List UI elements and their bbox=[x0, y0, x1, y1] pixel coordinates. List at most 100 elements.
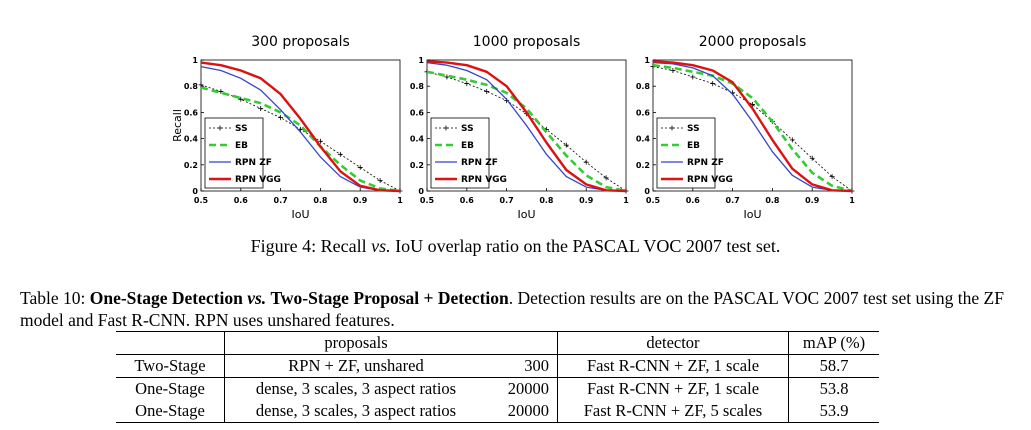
series-line-rpn-zf bbox=[426, 61, 627, 192]
ss-point bbox=[583, 159, 589, 165]
ss-point bbox=[484, 88, 490, 94]
x-axis-label: IoU bbox=[517, 208, 535, 221]
x-tick-label: 0.6 bbox=[234, 196, 249, 205]
series-line-ss bbox=[652, 66, 853, 192]
table-row: Two-Stage RPN + ZF, unshared 300 Fast R-… bbox=[116, 354, 879, 378]
row-method: One-Stage bbox=[116, 400, 225, 423]
ss-point bbox=[690, 74, 696, 80]
legend-marker bbox=[217, 125, 223, 131]
x-axis-label: IoU bbox=[743, 208, 761, 221]
y-tick-label: 0.6 bbox=[410, 108, 425, 117]
legend-marker bbox=[443, 125, 449, 131]
series-line-eb bbox=[200, 86, 401, 193]
results-table: proposals detector mAP (%) Two-Stage RPN… bbox=[116, 331, 879, 423]
y-tick-label: 0.8 bbox=[410, 82, 425, 91]
y-tick-label: 0.2 bbox=[636, 161, 650, 170]
legend-label: EB bbox=[235, 141, 248, 151]
x-tick-label: 0.8 bbox=[313, 196, 328, 205]
row-detector: Fast R-CNN + ZF, 5 scales bbox=[557, 400, 789, 423]
header-num bbox=[487, 331, 558, 355]
table-row: One-Stage dense, 3 scales, 3 aspect rati… bbox=[116, 400, 879, 423]
plot-frame bbox=[652, 59, 853, 192]
row-map: 58.7 bbox=[819, 356, 849, 375]
legend-label: EB bbox=[687, 141, 700, 151]
y-tick-label: 0.4 bbox=[410, 135, 425, 144]
y-tick-label: 0 bbox=[644, 187, 650, 196]
series-line-eb bbox=[652, 63, 853, 193]
ss-point bbox=[563, 142, 569, 148]
legend-label: RPN VGG bbox=[235, 175, 281, 185]
table-caption-bold-2: Two-Stage Proposal + Detection bbox=[270, 288, 509, 308]
x-tick-label: 0.7 bbox=[726, 196, 740, 205]
y-tick-label: 1 bbox=[192, 56, 198, 65]
ss-point bbox=[317, 138, 323, 144]
x-tick-label: 0.8 bbox=[539, 196, 554, 205]
x-tick-label: 0.6 bbox=[686, 196, 701, 205]
recall-charts: 300 proposals 0.5 0.6 0.7 0.8 0.9 1 0 0.2 0.4 0.6 0… bbox=[171, 34, 855, 221]
series-line-eb bbox=[426, 70, 627, 193]
ss-point bbox=[789, 137, 795, 143]
legend-box bbox=[656, 117, 716, 189]
y-tick-label: 0.4 bbox=[184, 135, 199, 144]
legend-label: SS bbox=[461, 124, 474, 134]
plot-title: 1000 proposals bbox=[473, 34, 581, 50]
series-line-rpn-vgg bbox=[652, 60, 853, 193]
recall-iou-figure: 300 proposals 0.5 0.6 0.7 0.8 0.9 1 0 0.2 0.4 0.6 0… bbox=[171, 34, 855, 221]
y-tick-label: 0.8 bbox=[184, 82, 199, 91]
y-tick-label: 0.6 bbox=[636, 108, 651, 117]
row-method: Two-Stage bbox=[116, 354, 225, 378]
x-tick-label: 0.7 bbox=[274, 196, 288, 205]
y-tick-label: 0.4 bbox=[636, 135, 651, 144]
legend-box bbox=[204, 117, 264, 189]
table-caption-label: Table 10: bbox=[20, 288, 86, 308]
ss-point bbox=[829, 174, 835, 180]
ss-point bbox=[238, 96, 244, 102]
x-tick-label: 0.5 bbox=[420, 196, 435, 205]
x-tick-label: 0.5 bbox=[646, 196, 661, 205]
ss-point bbox=[670, 67, 676, 73]
row-num: 300 bbox=[487, 354, 558, 378]
legend-label: RPN ZF bbox=[461, 158, 498, 168]
row-proposals: RPN + ZF, unshared bbox=[288, 356, 424, 375]
table-caption-rest: . Detection results are on the PASCAL VO… bbox=[20, 288, 1004, 330]
row-method: One-Stage bbox=[116, 377, 225, 400]
x-tick-label: 1 bbox=[623, 196, 629, 205]
ss-point bbox=[218, 88, 224, 94]
row-detector: Fast R-CNN + ZF, 1 scale bbox=[557, 354, 789, 378]
series-line-rpn-vgg bbox=[200, 61, 401, 193]
y-tick-label: 0.6 bbox=[184, 108, 199, 117]
table-header-row: proposals detector mAP (%) bbox=[116, 331, 879, 355]
ss-point bbox=[464, 81, 470, 87]
header-map: mAP (%) bbox=[788, 331, 879, 355]
plot-title: 300 proposals bbox=[251, 34, 350, 50]
figure-caption-suffix: IoU overlap ratio on the PASCAL VOC 2007… bbox=[390, 236, 781, 256]
ss-point bbox=[258, 105, 264, 111]
figure-caption-vs: vs. bbox=[371, 236, 391, 256]
row-detector: Fast R-CNN + ZF, 1 scale bbox=[557, 377, 789, 400]
legend-label: EB bbox=[461, 141, 474, 151]
ss-point bbox=[603, 175, 609, 181]
legend-label: RPN VGG bbox=[461, 175, 507, 185]
ss-point bbox=[377, 178, 383, 184]
plot-frame bbox=[426, 59, 627, 192]
ss-point bbox=[278, 115, 284, 121]
header-detector: detector bbox=[557, 331, 789, 355]
series-line-rpn-vgg bbox=[426, 60, 627, 193]
series-line-rpn-zf bbox=[652, 61, 853, 192]
table-caption-vs: vs. bbox=[247, 288, 267, 308]
x-tick-label: 0.8 bbox=[765, 196, 780, 205]
figure-caption-prefix: Figure 4: Recall bbox=[250, 236, 372, 256]
figure-caption: Figure 4: Recall vs. IoU overlap ratio o… bbox=[0, 236, 1031, 257]
table-caption-bold-1: One-Stage Detection bbox=[89, 288, 243, 308]
legend-label: RPN VGG bbox=[687, 175, 733, 185]
ss-point bbox=[198, 82, 204, 88]
x-tick-label: 0.9 bbox=[579, 196, 594, 205]
x-tick-label: 0.6 bbox=[460, 196, 475, 205]
y-tick-label: 0.2 bbox=[410, 161, 424, 170]
legend-label: RPN ZF bbox=[687, 158, 724, 168]
x-tick-label: 0.5 bbox=[194, 196, 209, 205]
y-tick-label: 0 bbox=[192, 187, 198, 196]
row-num: 20000 bbox=[487, 400, 558, 423]
legend-label: SS bbox=[687, 124, 700, 134]
header-proposals: proposals bbox=[224, 331, 487, 355]
